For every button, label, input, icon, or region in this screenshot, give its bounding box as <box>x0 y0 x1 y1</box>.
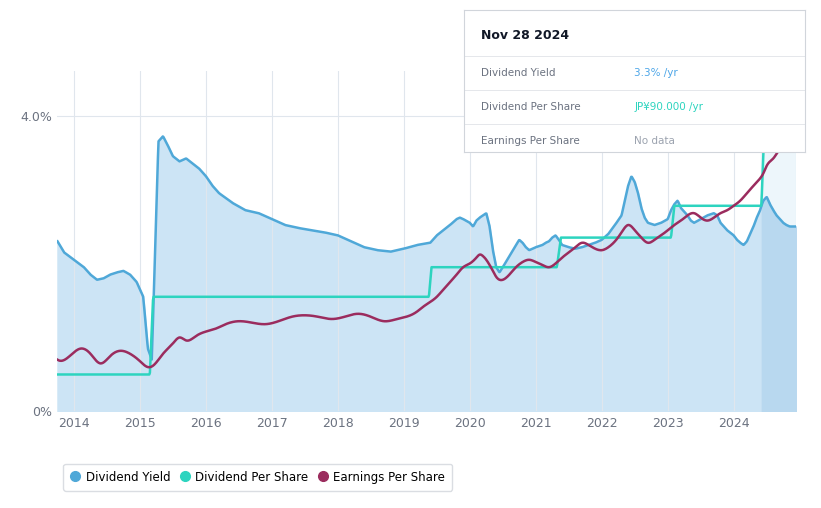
Legend: Dividend Yield, Dividend Per Share, Earnings Per Share: Dividend Yield, Dividend Per Share, Earn… <box>63 463 452 491</box>
Text: No data: No data <box>635 136 675 146</box>
Text: Dividend Yield: Dividend Yield <box>481 68 555 78</box>
Text: 3.3% /yr: 3.3% /yr <box>635 68 678 78</box>
Text: Earnings Per Share: Earnings Per Share <box>481 136 580 146</box>
Text: Dividend Per Share: Dividend Per Share <box>481 102 580 112</box>
Text: Past: Past <box>762 124 786 134</box>
Bar <box>761 71 796 411</box>
Text: JP¥90.000 /yr: JP¥90.000 /yr <box>635 102 704 112</box>
Text: Nov 28 2024: Nov 28 2024 <box>481 29 569 42</box>
